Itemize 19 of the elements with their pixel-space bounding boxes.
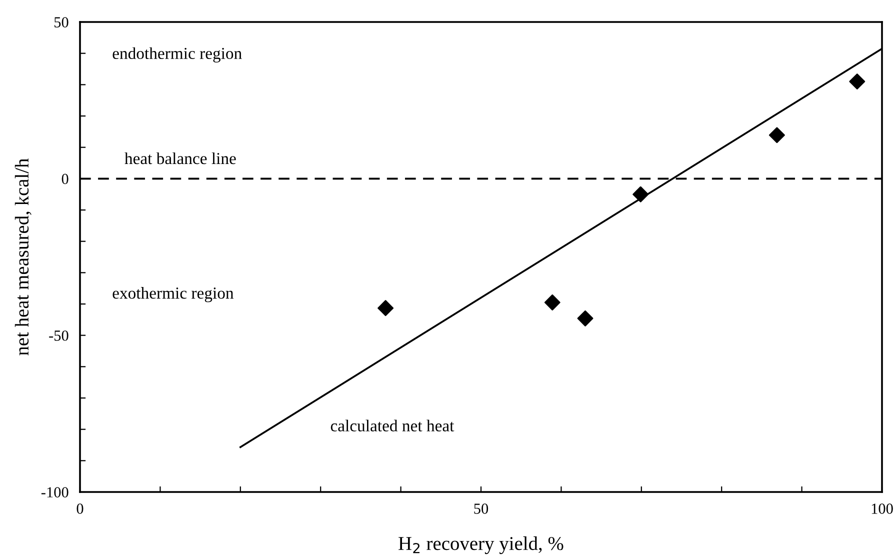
annotation: endothermic region xyxy=(112,47,242,62)
point xyxy=(544,294,560,310)
point xyxy=(378,300,394,316)
point xyxy=(768,127,785,144)
ref-line-label: heat balance line xyxy=(124,152,236,164)
series-label: calculated net heat xyxy=(330,420,454,432)
point xyxy=(577,310,594,326)
x-tick-label: 100 xyxy=(872,504,893,514)
y-tick-label: 0 xyxy=(62,174,68,184)
y-tick-label: -100 xyxy=(41,487,68,498)
y-axis-title: net heat measured, kcal/h xyxy=(14,158,32,356)
annotation: exothermic region xyxy=(112,287,234,302)
x-axis-title: H$_{2}$ recovery yield, % xyxy=(398,536,564,554)
x-tick-label: 0 xyxy=(76,504,84,514)
y-tick-label: -50 xyxy=(49,330,68,341)
point xyxy=(849,74,866,90)
x-tick-label: 50 xyxy=(474,504,488,514)
y-tick-label: 50 xyxy=(54,17,68,28)
point xyxy=(632,186,649,202)
